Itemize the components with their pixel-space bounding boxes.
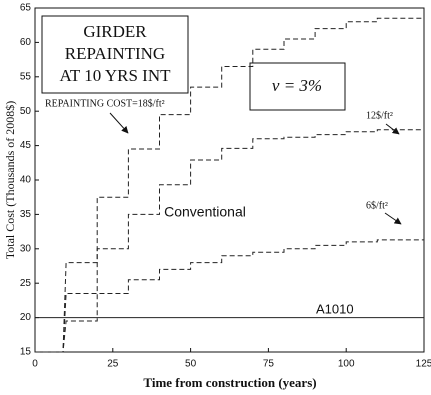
y-tick-label: 15 [20, 347, 32, 358]
title-box [41, 15, 189, 94]
x-tick-label: 100 [338, 359, 355, 370]
x-tick-label: 50 [185, 359, 197, 370]
series-line [35, 17, 424, 353]
series-line [35, 129, 424, 353]
rate-label: ν = 3% [272, 76, 322, 95]
y-tick-label: 25 [20, 278, 32, 289]
x-tick-label: 75 [263, 359, 275, 370]
y-tick-label: 60 [20, 37, 32, 48]
arrow [384, 212, 402, 225]
x-tick-label: 25 [107, 359, 119, 370]
x-tick-label: 0 [32, 359, 38, 370]
x-tick-label: 125 [416, 359, 431, 370]
series-line [35, 239, 424, 353]
title-line: GIRDER [83, 22, 147, 41]
y-axis-title: Total Cost (Thousands of 2008$) [3, 101, 17, 259]
x-axis-title: Time from construction (years) [143, 375, 316, 390]
y-tick-label: 30 [20, 243, 32, 254]
rate-box [249, 62, 346, 111]
annotation: Conventional [164, 204, 246, 220]
y-tick-label: 50 [20, 106, 32, 117]
y-tick-label: 45 [20, 140, 32, 151]
y-tick-label: 20 [20, 312, 32, 323]
title-line: REPAINTING [65, 44, 165, 63]
y-tick-label: 40 [20, 175, 32, 186]
series-label: 6$/ft² [366, 200, 388, 211]
y-tick-label: 65 [20, 3, 32, 14]
series-label: 12$/ft² [366, 110, 393, 121]
series-label: REPAINTING COST=18$/ft² [45, 98, 165, 109]
y-tick-label: 35 [20, 209, 32, 220]
arrow [385, 123, 400, 135]
y-tick-label: 55 [20, 71, 32, 82]
series-label: A1010 [316, 301, 354, 316]
arrow [109, 112, 129, 134]
title-line: AT 10 YRS INT [60, 66, 172, 85]
